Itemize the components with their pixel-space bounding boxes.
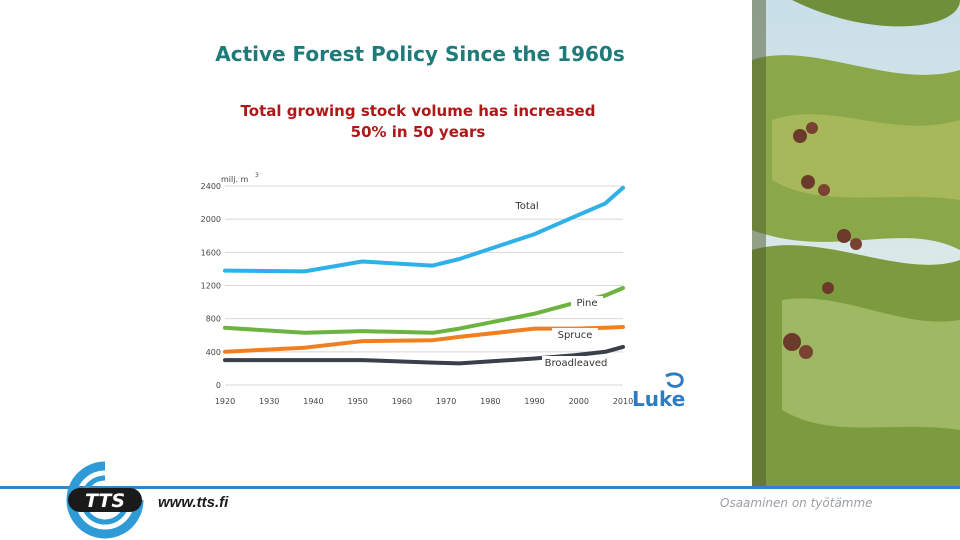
subtitle-line-1: Total growing stock volume has increased (240, 102, 596, 120)
x-tick-label: 1940 (303, 397, 323, 406)
series-line-total (223, 185, 625, 274)
tts-url: www.tts.fi (158, 494, 229, 511)
series-label-box (511, 199, 543, 212)
growing-stock-line-chart: 0 400 800 1200 1600 2000 2400 1920 1930 1940 1950 1… (201, 172, 634, 406)
forest-branch-photo (752, 0, 960, 488)
tts-logo-text: TTS (85, 490, 125, 512)
series-label-pine: Pine (576, 298, 597, 309)
slide-title: Active Forest Policy Since the 1960s (215, 42, 625, 66)
series-label-box (571, 296, 603, 309)
y-tick-label: 2400 (201, 182, 221, 191)
slide-subtitle: Total growing stock volume has increased… (198, 101, 638, 143)
y-axis-unit-label: milj. m (221, 175, 249, 184)
footer-divider (0, 486, 960, 489)
series-label-box (552, 328, 598, 341)
y-tick-label: 400 (206, 348, 221, 357)
x-tick-label: 2010 (613, 397, 633, 406)
y-tick-label: 2000 (201, 215, 221, 224)
y-tick-label: 0 (216, 381, 221, 390)
series-line-pine (223, 286, 625, 335)
subtitle-line-2: 50% in 50 years (350, 123, 486, 141)
series-label-spruce: Spruce (558, 330, 593, 341)
tts-logo: TTS (66, 461, 144, 539)
series-line-broadleaved (223, 344, 625, 366)
x-tick-label: 1920 (215, 397, 235, 406)
x-tick-label: 1950 (347, 397, 367, 406)
x-tick-label: 1960 (392, 397, 412, 406)
footer-tagline: Osaaminen on työtämme (720, 496, 873, 510)
y-tick-label: 800 (206, 315, 221, 324)
y-tick-label: 1200 (201, 282, 221, 291)
x-tick-label: 1980 (480, 397, 500, 406)
series-label-box (542, 356, 610, 369)
x-tick-label: 1930 (259, 397, 279, 406)
luke-logo-text: Luke (632, 387, 685, 411)
series-label-total: Total (514, 201, 538, 212)
x-tick-label: 1990 (524, 397, 544, 406)
series-label-broadleaved: Broadleaved (545, 358, 608, 369)
x-tick-label: 2000 (569, 397, 589, 406)
y-tick-label: 1600 (201, 248, 221, 257)
y-axis-unit-exponent: 3 (255, 172, 259, 179)
luke-logo: Luke (632, 372, 685, 411)
x-tick-label: 1970 (436, 397, 456, 406)
